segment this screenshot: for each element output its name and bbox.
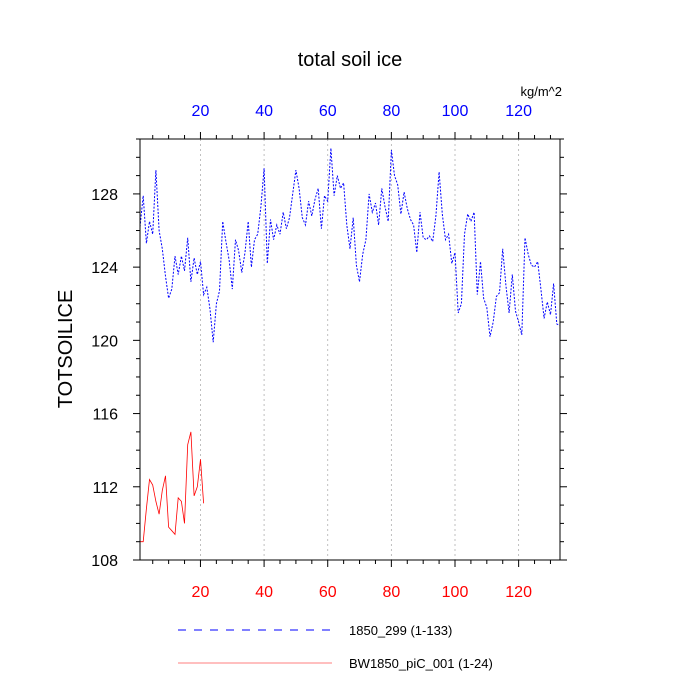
- x-tick-label-top-20: 20: [192, 103, 210, 120]
- x-tick-label-top-40: 40: [255, 103, 273, 120]
- axis-ticks: 20 20 40 40 60 60 80 80 100 100 120 120 108 112 116 120…: [91, 103, 567, 601]
- y-tick-label-120: 120: [91, 333, 118, 350]
- x-tick-label-top-120: 120: [505, 103, 532, 120]
- x-tick-label-bottom-100: 100: [442, 584, 469, 601]
- y-tick-label-128: 128: [91, 187, 118, 204]
- legend-label-1: 1850_299 (1-133): [349, 623, 452, 638]
- grid-lines: [200, 139, 520, 560]
- x-tick-label-top-60: 60: [319, 103, 337, 120]
- series-line-2: [140, 431, 204, 543]
- plot-frame: [139, 138, 561, 561]
- top-axis-unit: kg/m^2: [520, 84, 562, 99]
- x-tick-label-bottom-20: 20: [192, 584, 210, 601]
- x-tick-label-top-80: 80: [382, 103, 400, 120]
- y-axis-label: TOTSOILICE: [55, 290, 77, 409]
- series-layer: [139, 148, 561, 543]
- y-tick-label-112: 112: [92, 480, 118, 497]
- y-tick-label-108: 108: [91, 553, 118, 570]
- y-tick-label-124: 124: [91, 260, 118, 277]
- x-tick-label-bottom-80: 80: [382, 584, 400, 601]
- x-tick-label-top-100: 100: [442, 103, 469, 120]
- legend: 1850_299 (1-133) BW1850_piC_001 (1-24): [178, 623, 493, 671]
- legend-label-2: BW1850_piC_001 (1-24): [349, 656, 493, 671]
- x-tick-label-bottom-120: 120: [505, 584, 532, 601]
- x-tick-label-bottom-60: 60: [319, 584, 337, 601]
- y-tick-label-116: 116: [92, 407, 118, 424]
- x-tick-label-bottom-40: 40: [255, 584, 273, 601]
- series-line-1: [139, 148, 561, 343]
- chart-title: total soil ice: [298, 49, 403, 71]
